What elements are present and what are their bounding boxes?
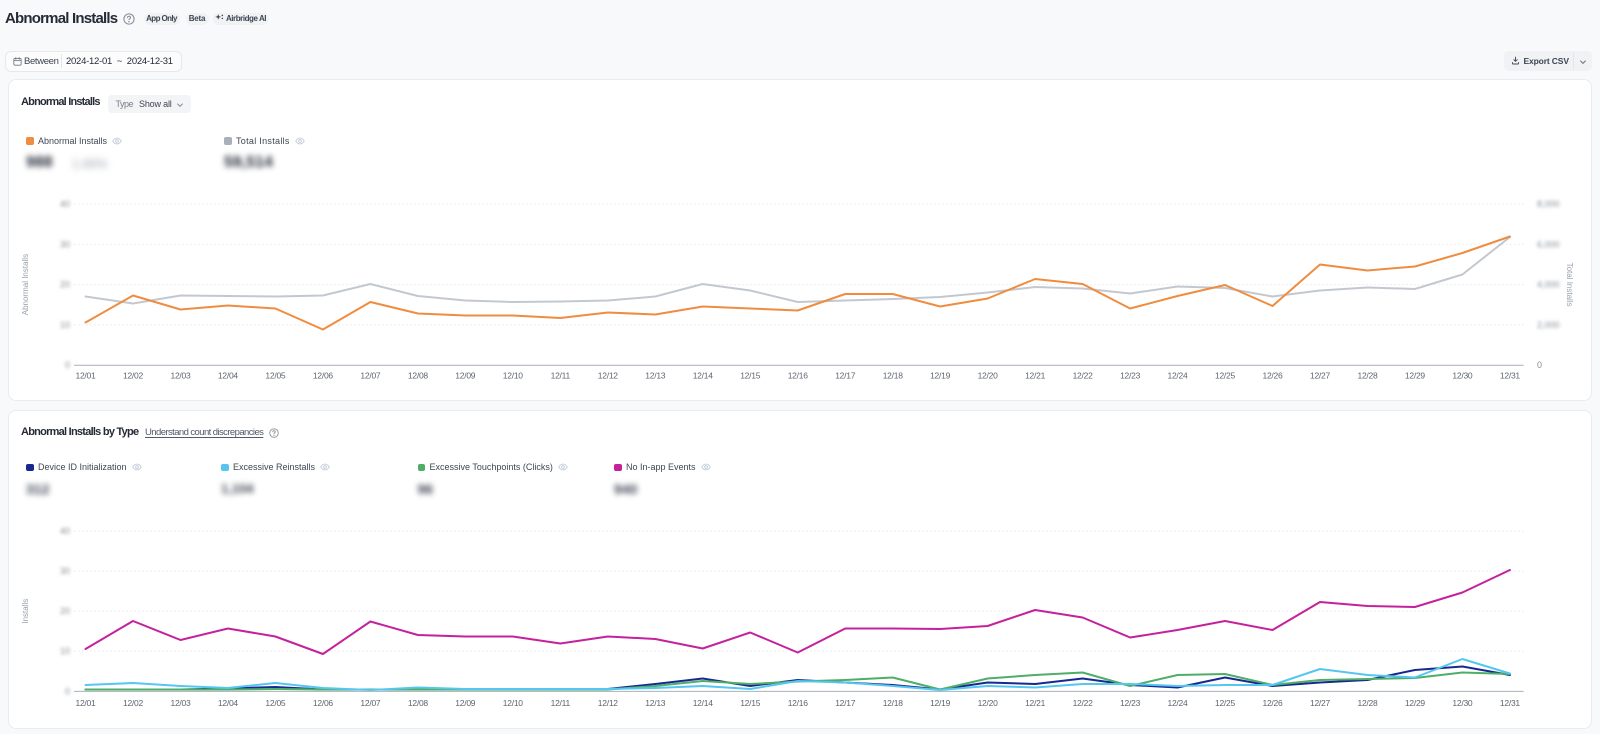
- svg-text:12/18: 12/18: [883, 370, 904, 380]
- svg-text:12/21: 12/21: [1025, 370, 1046, 380]
- svg-text:0: 0: [65, 360, 70, 370]
- svg-text:12/26: 12/26: [1263, 698, 1284, 708]
- svg-text:12/30: 12/30: [1452, 370, 1473, 380]
- svg-text:12/25: 12/25: [1215, 370, 1236, 380]
- svg-text:12/11: 12/11: [551, 698, 571, 708]
- svg-text:Installs: Installs: [21, 599, 30, 624]
- svg-text:8,000: 8,000: [1537, 199, 1560, 209]
- svg-text:30: 30: [60, 566, 70, 576]
- svg-text:4,000: 4,000: [1537, 279, 1560, 289]
- svg-text:20: 20: [60, 606, 70, 616]
- svg-text:12/31: 12/31: [1500, 370, 1521, 380]
- svg-text:12/03: 12/03: [171, 698, 192, 708]
- svg-text:12/26: 12/26: [1263, 370, 1284, 380]
- svg-text:6,000: 6,000: [1537, 239, 1560, 249]
- svg-text:12/08: 12/08: [408, 698, 429, 708]
- svg-text:12/27: 12/27: [1310, 370, 1331, 380]
- svg-text:12/10: 12/10: [503, 698, 524, 708]
- svg-text:12/24: 12/24: [1168, 370, 1189, 380]
- svg-text:12/01: 12/01: [76, 370, 97, 380]
- svg-text:12/14: 12/14: [693, 698, 714, 708]
- svg-text:12/29: 12/29: [1405, 370, 1426, 380]
- svg-text:12/07: 12/07: [360, 370, 381, 380]
- svg-text:12/10: 12/10: [503, 370, 524, 380]
- svg-text:Abnormal Installs: Abnormal Installs: [21, 253, 30, 314]
- svg-text:12/16: 12/16: [788, 698, 809, 708]
- svg-text:12/29: 12/29: [1405, 698, 1426, 708]
- svg-text:12/17: 12/17: [835, 370, 856, 380]
- svg-text:12/15: 12/15: [740, 698, 761, 708]
- svg-text:12/19: 12/19: [930, 698, 951, 708]
- svg-text:12/04: 12/04: [218, 698, 239, 708]
- svg-text:12/30: 12/30: [1452, 698, 1473, 708]
- svg-text:30: 30: [60, 239, 70, 249]
- svg-text:12/15: 12/15: [740, 370, 761, 380]
- svg-text:12/24: 12/24: [1168, 698, 1189, 708]
- svg-text:12/02: 12/02: [123, 370, 144, 380]
- svg-text:12/21: 12/21: [1025, 698, 1046, 708]
- svg-text:12/20: 12/20: [978, 370, 999, 380]
- svg-text:12/23: 12/23: [1120, 370, 1141, 380]
- svg-text:0: 0: [65, 686, 70, 696]
- svg-text:2,000: 2,000: [1537, 319, 1560, 329]
- svg-text:12/16: 12/16: [788, 370, 809, 380]
- svg-text:12/23: 12/23: [1120, 698, 1141, 708]
- svg-text:12/08: 12/08: [408, 370, 429, 380]
- svg-text:12/13: 12/13: [645, 370, 666, 380]
- svg-text:20: 20: [60, 279, 70, 289]
- svg-text:12/12: 12/12: [598, 698, 619, 708]
- svg-text:12/22: 12/22: [1073, 698, 1094, 708]
- svg-text:12/05: 12/05: [265, 370, 286, 380]
- svg-text:40: 40: [60, 526, 70, 536]
- svg-text:12/22: 12/22: [1073, 370, 1094, 380]
- svg-text:12/06: 12/06: [313, 370, 334, 380]
- svg-text:0: 0: [1537, 360, 1542, 370]
- svg-text:12/19: 12/19: [930, 370, 951, 380]
- svg-text:Total Installs: Total Installs: [1565, 262, 1574, 306]
- svg-text:12/20: 12/20: [978, 698, 999, 708]
- svg-text:12/25: 12/25: [1215, 698, 1236, 708]
- svg-text:12/07: 12/07: [360, 698, 381, 708]
- svg-text:12/27: 12/27: [1310, 698, 1331, 708]
- svg-text:12/28: 12/28: [1358, 698, 1379, 708]
- svg-text:12/03: 12/03: [171, 370, 192, 380]
- svg-text:12/04: 12/04: [218, 370, 239, 380]
- svg-text:12/12: 12/12: [598, 370, 619, 380]
- svg-text:10: 10: [60, 646, 70, 656]
- svg-text:12/05: 12/05: [265, 698, 286, 708]
- svg-text:40: 40: [60, 199, 70, 209]
- svg-text:12/17: 12/17: [835, 698, 856, 708]
- svg-text:12/11: 12/11: [551, 370, 571, 380]
- svg-text:12/09: 12/09: [455, 370, 476, 380]
- svg-text:12/31: 12/31: [1500, 698, 1521, 708]
- svg-text:12/14: 12/14: [693, 370, 714, 380]
- svg-text:12/02: 12/02: [123, 698, 144, 708]
- svg-text:12/18: 12/18: [883, 698, 904, 708]
- svg-text:10: 10: [60, 319, 70, 329]
- svg-text:12/13: 12/13: [645, 698, 666, 708]
- svg-text:12/09: 12/09: [455, 698, 476, 708]
- svg-text:12/28: 12/28: [1358, 370, 1379, 380]
- svg-text:12/01: 12/01: [76, 698, 97, 708]
- svg-text:12/06: 12/06: [313, 698, 334, 708]
